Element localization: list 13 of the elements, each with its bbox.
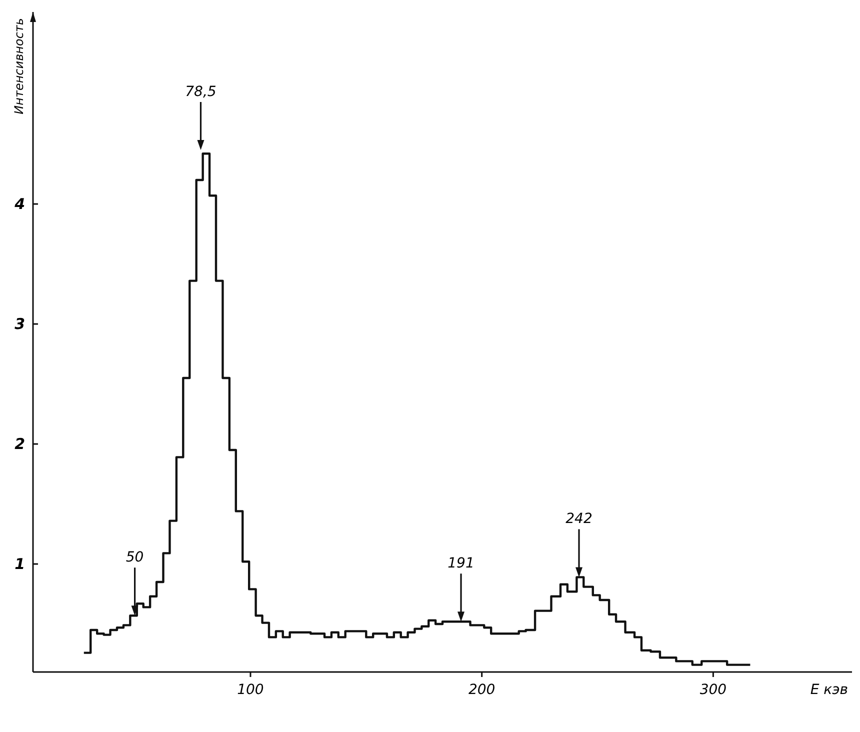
y-tick-label: 4	[14, 195, 25, 213]
annotation: 191	[448, 556, 474, 572]
x-tick-label: 100	[237, 682, 264, 698]
y-tick-label: 1	[14, 555, 25, 573]
annotation: 50	[126, 550, 144, 566]
y-tick-label: 3	[14, 315, 25, 333]
y-tick-label: 2	[14, 435, 25, 453]
x-tick-label: 300	[700, 682, 727, 698]
x-axis-title: E кэв	[810, 682, 848, 698]
annotation: 78,5	[185, 84, 216, 100]
x-tick-label: 200	[468, 682, 496, 698]
y-axis-title: Интенсивность	[12, 18, 26, 114]
annotation: 242	[566, 511, 592, 528]
